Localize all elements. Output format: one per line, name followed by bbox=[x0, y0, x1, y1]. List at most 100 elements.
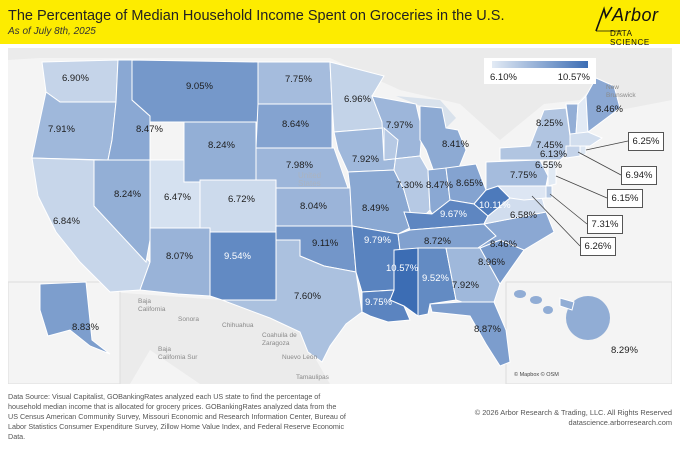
state-label-la: 9.75% bbox=[365, 297, 392, 308]
state-label-ut: 6.47% bbox=[164, 192, 191, 203]
geo-label-coahuila: Coahuila de Zaragoza bbox=[262, 332, 297, 347]
great-lakes-water bbox=[396, 96, 456, 128]
state-label-mo: 8.49% bbox=[362, 203, 389, 214]
logo-word: Arbor bbox=[612, 5, 659, 25]
state-label-nd: 7.75% bbox=[285, 74, 312, 85]
state-label-ma: 6.55% bbox=[535, 160, 562, 171]
legend-gradient bbox=[492, 61, 588, 68]
state-shape-ct[interactable] bbox=[565, 145, 581, 159]
state-label-wv: 10.11% bbox=[479, 200, 511, 211]
state-label-wa: 6.90% bbox=[62, 73, 89, 84]
state-label-il: 7.30% bbox=[396, 180, 423, 191]
geo-label-baja-california: Baja California bbox=[138, 298, 166, 313]
state-label-ks: 8.04% bbox=[300, 201, 327, 212]
logo-sub: DATA SCIENCE bbox=[610, 29, 650, 47]
state-label-co: 6.72% bbox=[228, 194, 255, 205]
state-label-ms: 10.57% bbox=[386, 263, 419, 274]
state-label-mi: 8.41% bbox=[442, 139, 469, 150]
data-source-note: Data Source: Visual Capitalist, GOBankin… bbox=[8, 392, 346, 441]
hawaii-island[interactable] bbox=[530, 296, 542, 304]
state-label-in: 8.47% bbox=[426, 180, 453, 191]
state-label-pa: 7.75% bbox=[510, 170, 537, 181]
state-label-ar: 9.79% bbox=[364, 235, 391, 246]
state-label-id: 8.47% bbox=[136, 124, 163, 135]
legend-min-label: 6.10% bbox=[490, 72, 517, 83]
callout-ri: 6.25% bbox=[628, 132, 664, 151]
state-shape-az[interactable] bbox=[139, 227, 211, 297]
geo-label-tamaulipas: Tamaulipas bbox=[296, 374, 329, 381]
state-label-or: 7.91% bbox=[48, 124, 75, 135]
state-shape-il[interactable] bbox=[383, 126, 431, 227]
geo-label-united-states: United States bbox=[298, 171, 322, 188]
logo-mark-icon bbox=[595, 6, 622, 32]
state-label-ne: 7.98% bbox=[286, 160, 313, 171]
geo-label-new-brunswick: New Brunswick bbox=[606, 84, 636, 99]
state-label-nc: 8.46% bbox=[490, 239, 517, 250]
state-label-tx: 7.60% bbox=[294, 291, 321, 302]
state-label-hi: 8.29% bbox=[611, 345, 638, 356]
state-label-va: 6.58% bbox=[510, 210, 537, 221]
header-banner: The Percentage of Median Household Incom… bbox=[0, 0, 680, 47]
state-shape-mi[interactable] bbox=[419, 105, 467, 173]
geo-label-chihuahua: Chihuahua bbox=[222, 322, 254, 329]
geo-label-nuevo-leon: Nuevo León bbox=[282, 354, 318, 361]
state-shape-fl[interactable] bbox=[429, 301, 511, 367]
state-label-ok: 9.11% bbox=[312, 238, 339, 249]
callout-nj: 6.15% bbox=[607, 189, 643, 208]
callout-leader-de bbox=[549, 193, 588, 225]
state-label-mn: 6.96% bbox=[344, 94, 371, 105]
callout-leader-md bbox=[531, 195, 581, 247]
legend-max-label: 10.57% bbox=[557, 72, 590, 83]
state-label-me: 8.46% bbox=[596, 104, 623, 115]
state-label-ny: 7.45% bbox=[536, 140, 563, 151]
callout-leader-ri bbox=[585, 140, 629, 151]
state-shape-nm[interactable] bbox=[209, 231, 277, 301]
map-canvas bbox=[8, 48, 672, 384]
map-attribution[interactable]: © Mapbox © OSM bbox=[514, 372, 559, 378]
callout-de: 7.31% bbox=[587, 215, 623, 234]
hawaii-island[interactable] bbox=[566, 296, 610, 340]
color-legend: 6.10% 10.57% bbox=[484, 58, 596, 84]
state-label-vt: 8.25% bbox=[536, 118, 563, 129]
state-shape-wy[interactable] bbox=[183, 121, 257, 183]
state-label-ca: 6.84% bbox=[53, 216, 80, 227]
state-shape-de[interactable] bbox=[545, 185, 553, 199]
state-label-wy: 8.24% bbox=[208, 140, 235, 151]
state-label-tn: 8.72% bbox=[424, 236, 451, 247]
callout-leader-nj bbox=[555, 175, 608, 199]
hawaii-island[interactable] bbox=[543, 306, 553, 314]
state-label-az: 8.07% bbox=[166, 251, 193, 262]
state-label-ga: 7.92% bbox=[452, 280, 479, 291]
state-shape-ak[interactable] bbox=[39, 281, 111, 355]
state-label-sc: 8.96% bbox=[478, 257, 505, 268]
page-subtitle: As of July 8th, 2025 bbox=[8, 26, 96, 37]
state-label-ak: 8.83% bbox=[72, 322, 99, 333]
state-shape-nj[interactable] bbox=[547, 159, 557, 187]
page-title: The Percentage of Median Household Incom… bbox=[8, 8, 505, 24]
map-panel[interactable]: 6.10% 10.57% 6.90% 7.91% 6.84% 8.24% 8.47% 9.… bbox=[8, 48, 672, 384]
state-label-nv: 8.24% bbox=[114, 189, 141, 200]
geo-label-baja-california-sur: Baja California Sur bbox=[158, 346, 198, 361]
state-shape-hi[interactable] bbox=[559, 297, 575, 311]
state-shape-ma[interactable] bbox=[569, 131, 604, 147]
state-label-al: 9.52% bbox=[422, 273, 449, 284]
state-label-nh: 6.13% bbox=[540, 149, 567, 160]
geo-label-sonora: Sonora bbox=[178, 316, 199, 323]
callout-ct: 6.94% bbox=[621, 166, 657, 185]
state-label-wi: 7.97% bbox=[386, 120, 413, 131]
state-label-ky: 9.67% bbox=[440, 209, 467, 220]
state-shape-co[interactable] bbox=[199, 179, 277, 233]
state-label-mt: 9.05% bbox=[186, 81, 213, 92]
mexico-land bbox=[110, 292, 330, 384]
callout-leader-ct bbox=[577, 151, 622, 176]
state-label-fl: 8.87% bbox=[474, 324, 501, 335]
callout-md: 6.26% bbox=[580, 237, 616, 256]
hawaii-island[interactable] bbox=[514, 290, 526, 298]
state-label-ia: 7.92% bbox=[352, 154, 379, 165]
state-label-oh: 8.65% bbox=[456, 178, 483, 189]
website-text[interactable]: datascience.arborresearch.com bbox=[568, 418, 672, 427]
state-label-sd: 8.64% bbox=[282, 119, 309, 130]
copyright-text: © 2026 Arbor Research & Trading, LLC. Al… bbox=[474, 408, 672, 417]
arbor-logo: Arbor DATA SCIENCE bbox=[594, 5, 674, 47]
state-label-nm: 9.54% bbox=[224, 251, 251, 262]
